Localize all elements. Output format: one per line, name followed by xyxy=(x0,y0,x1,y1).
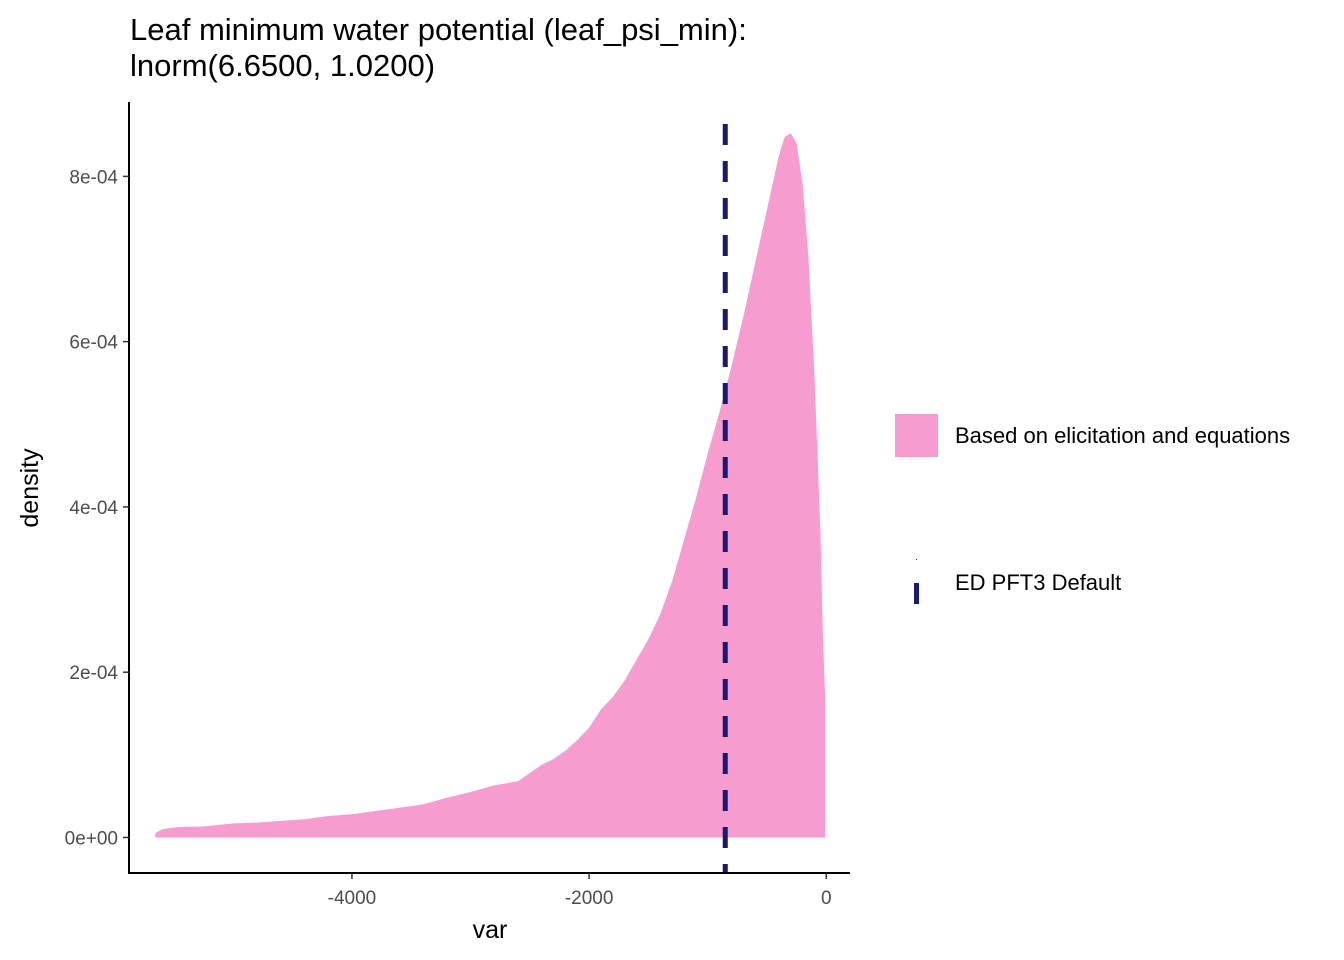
chart-title-line-2: lnorm(6.6500, 1.0200) xyxy=(130,48,436,83)
x-axis-title: var xyxy=(473,916,508,944)
y-tick-label: 8e-04 xyxy=(69,167,118,188)
chart-title: Leaf minimum water potential (leaf_psi_m… xyxy=(130,12,747,84)
legend-key-default xyxy=(914,559,919,604)
y-tick-label: 0e+00 xyxy=(65,828,118,849)
density-area xyxy=(155,133,826,838)
y-axis-title: density xyxy=(16,448,44,528)
x-tick-label: -4000 xyxy=(328,888,377,909)
x-tick-label: 0 xyxy=(821,888,832,909)
y-tick-label: 6e-04 xyxy=(69,333,118,354)
legend-label-elicitation: Based on elicitation and equations xyxy=(955,423,1291,448)
legend-key-elicitation xyxy=(895,414,938,457)
chart-title-line-1: Leaf minimum water potential (leaf_psi_m… xyxy=(130,12,747,47)
legend: Based on elicitation and equations ED PF… xyxy=(895,405,1335,625)
y-tick-label: 4e-04 xyxy=(69,498,118,519)
x-tick-label: -2000 xyxy=(565,888,614,909)
legend-label-default: ED PFT3 Default xyxy=(955,570,1122,595)
y-tick-label: 2e-04 xyxy=(69,663,118,684)
